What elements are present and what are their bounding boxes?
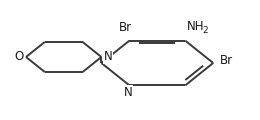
Text: 2: 2 (202, 26, 208, 35)
Text: N: N (124, 86, 132, 99)
Text: NH: NH (187, 20, 204, 33)
Text: N: N (104, 51, 113, 63)
Text: O: O (14, 51, 23, 63)
Text: Br: Br (119, 21, 132, 34)
Text: Br: Br (220, 54, 233, 67)
